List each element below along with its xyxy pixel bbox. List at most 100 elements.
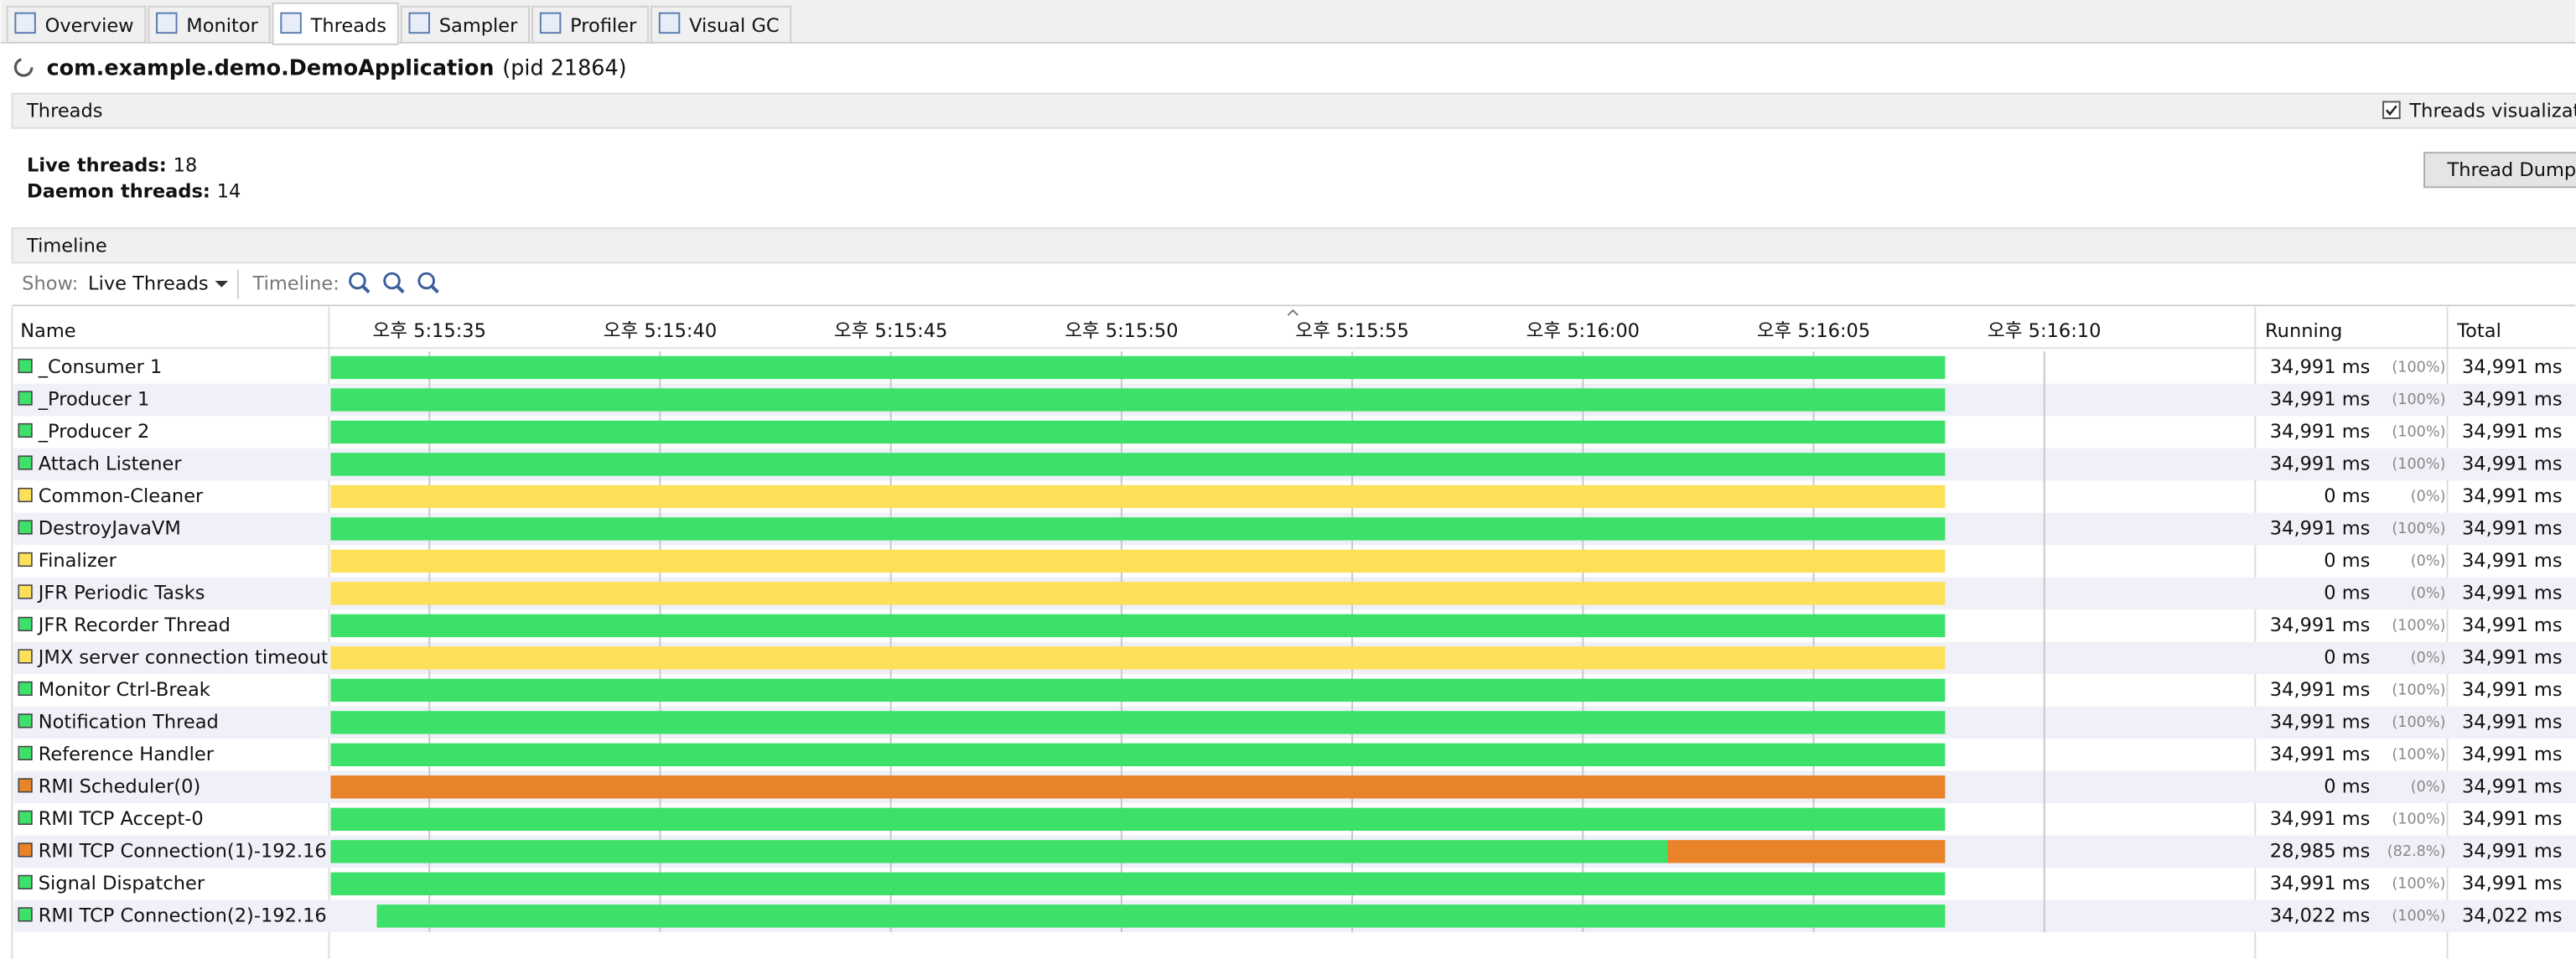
state-icon — [18, 391, 33, 406]
section-title: Timeline — [26, 235, 107, 257]
thread-state-bar — [376, 905, 1946, 928]
running-time: 34,022 ms — [2270, 905, 2371, 926]
live-threads-value: 18 — [174, 154, 198, 176]
thread-name: RMI TCP Connection(1)-192.168.3.2 — [39, 840, 375, 862]
running-time: 0 ms — [2324, 550, 2370, 572]
tab[interactable]: Monitor — [148, 5, 271, 44]
thread-state-bar — [330, 453, 1946, 476]
button-label: Thread Dump — [2446, 159, 2576, 181]
thread-name: Common-Cleaner — [39, 485, 204, 507]
show-label: Show: — [22, 272, 78, 294]
tab[interactable]: Overview — [6, 5, 147, 44]
thread-state-bar — [330, 775, 1946, 799]
tab[interactable]: Threads — [272, 2, 399, 45]
magnifier — [417, 272, 435, 290]
tab-label: Visual GC — [689, 15, 780, 37]
time-tick-label: 오후 5:15:40 — [604, 320, 717, 342]
tab[interactable]: Sampler — [400, 5, 531, 44]
thread-name: _Producer 2 — [38, 421, 150, 443]
running-percent: (0%) — [2411, 650, 2446, 666]
section-header — [11, 227, 2576, 264]
column-header: Running — [2265, 320, 2342, 342]
state-icon — [18, 649, 33, 664]
running-time: 0 ms — [2324, 485, 2370, 507]
total-time: 34,991 ms — [2462, 614, 2563, 636]
timeline-label: Timeline: — [252, 272, 339, 294]
total-time: 34,991 ms — [2462, 775, 2563, 797]
thread-state-bar — [330, 420, 1946, 444]
total-time: 34,991 ms — [2462, 453, 2563, 474]
thread-name: RMI TCP Connection(2)-192.168.3.2 — [39, 905, 375, 926]
state-icon — [18, 584, 33, 599]
running-time: 0 ms — [2324, 775, 2370, 797]
total-time: 34,991 ms — [2462, 679, 2563, 701]
zoom-out-button[interactable] — [383, 272, 405, 294]
state-icon — [18, 552, 33, 568]
running-percent: (0%) — [2411, 779, 2446, 796]
thread-state-bar — [330, 807, 1946, 832]
tab-icon — [408, 12, 430, 34]
loading-icon — [13, 57, 34, 77]
state-icon — [18, 874, 33, 889]
state-icon — [18, 713, 33, 728]
time-tick-label: 오후 5:15:50 — [1065, 320, 1178, 342]
running-percent: (100%) — [2392, 617, 2445, 634]
state-icon — [18, 358, 33, 374]
running-time: 34,991 ms — [2270, 679, 2371, 701]
sort-indicator — [1287, 308, 1298, 316]
running-percent: (100%) — [2392, 682, 2445, 698]
thread-name: Reference Handler — [39, 744, 215, 765]
state-icon — [18, 520, 33, 535]
running-time: 34,991 ms — [2270, 388, 2371, 410]
thread-state-bar — [330, 678, 1946, 702]
thread-state-bar — [330, 840, 1668, 863]
dropdown-arrow — [215, 280, 229, 288]
show-dropdown[interactable]: Live Threads — [88, 272, 209, 294]
section-title: Threads — [26, 101, 102, 122]
running-time: 0 ms — [2324, 646, 2370, 668]
thread-name: Finalizer — [39, 550, 117, 572]
thread-name: JMX server connection timeout 36 — [37, 646, 359, 668]
running-percent: (0%) — [2411, 585, 2446, 602]
app-name: com.example.demo.DemoApplication — [47, 55, 495, 80]
thread-state-bar — [330, 872, 1946, 896]
thread-state-bar — [330, 743, 1946, 767]
time-tick-label: 오후 5:16:05 — [1757, 320, 1870, 342]
running-time: 34,991 ms — [2270, 873, 2371, 894]
state-icon — [18, 810, 33, 826]
thread-name: Notification Thread — [39, 711, 219, 733]
running-time: 34,991 ms — [2270, 356, 2371, 378]
state-icon — [18, 745, 33, 761]
thread-state-bar — [330, 517, 1946, 541]
tab-icon — [280, 12, 302, 34]
running-percent: (0%) — [2411, 552, 2446, 569]
thread-dump-button[interactable]: Thread Dump — [2423, 152, 2576, 189]
total-time: 34,991 ms — [2462, 356, 2563, 378]
state-icon — [18, 422, 33, 438]
thread-name: RMI TCP Accept-0 — [39, 808, 204, 830]
tab-icon — [658, 12, 681, 34]
time-tick-label: 오후 5:15:35 — [373, 320, 486, 342]
thread-state-bar — [330, 388, 1946, 412]
running-time: 34,991 ms — [2270, 614, 2371, 636]
time-tick-label: 오후 5:15:55 — [1295, 320, 1408, 342]
tab[interactable]: Profiler — [531, 5, 650, 44]
checkbox[interactable] — [2382, 101, 2401, 120]
thread-name: Signal Dispatcher — [39, 873, 205, 894]
running-percent: (100%) — [2392, 811, 2445, 827]
zoom-in-button[interactable] — [349, 272, 371, 294]
running-time: 34,991 ms — [2270, 711, 2371, 733]
tab[interactable]: Visual GC — [650, 5, 792, 44]
zoom-fit-button[interactable] — [417, 272, 439, 294]
running-time: 34,991 ms — [2270, 744, 2371, 765]
total-time: 34,991 ms — [2462, 485, 2563, 507]
running-time: 0 ms — [2324, 582, 2370, 604]
thread-state-bar — [1667, 840, 1946, 863]
total-time: 34,991 ms — [2462, 646, 2563, 668]
state-icon — [18, 455, 33, 470]
tab-icon — [539, 12, 562, 34]
running-percent: (0%) — [2411, 488, 2446, 505]
thread-name: _Producer 1 — [38, 388, 150, 410]
checkbox-label: Threads visualization — [2408, 101, 2576, 122]
state-icon — [18, 842, 33, 858]
